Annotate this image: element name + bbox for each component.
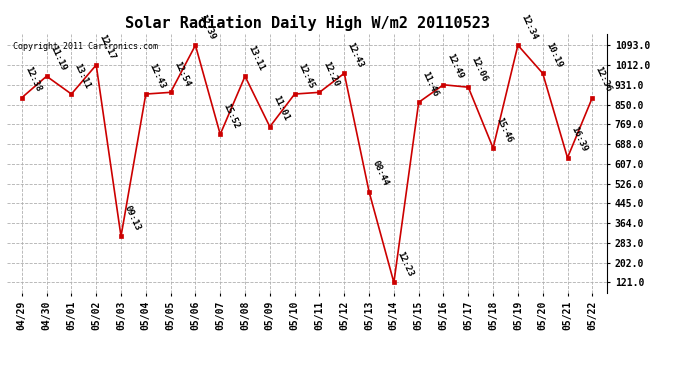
- Text: 12:43: 12:43: [147, 62, 167, 90]
- Text: 08:44: 08:44: [371, 159, 390, 188]
- Text: 15:46: 15:46: [495, 116, 514, 144]
- Text: 11:01: 11:01: [271, 94, 290, 123]
- Text: 11:46: 11:46: [420, 70, 440, 98]
- Text: 12:43: 12:43: [346, 41, 365, 69]
- Text: 12:49: 12:49: [445, 53, 464, 81]
- Text: 13:11: 13:11: [246, 44, 266, 72]
- Text: 12:23: 12:23: [395, 250, 415, 278]
- Text: 10:19: 10:19: [544, 41, 564, 69]
- Title: Solar Radiation Daily High W/m2 20110523: Solar Radiation Daily High W/m2 20110523: [125, 15, 489, 31]
- Text: 12:54: 12:54: [172, 60, 192, 88]
- Text: 16:39: 16:39: [569, 125, 589, 154]
- Text: 12:17: 12:17: [97, 33, 117, 61]
- Text: 09:13: 09:13: [122, 204, 142, 232]
- Text: 12:06: 12:06: [470, 55, 489, 83]
- Text: 11:19: 11:19: [48, 44, 68, 72]
- Text: 12:36: 12:36: [593, 65, 613, 93]
- Text: Copyright 2011 Cartronics.com: Copyright 2011 Cartronics.com: [13, 42, 158, 51]
- Text: 12:38: 12:38: [23, 65, 43, 93]
- Text: 12:39: 12:39: [197, 13, 217, 41]
- Text: 12:34: 12:34: [520, 13, 539, 41]
- Text: 12:45: 12:45: [296, 62, 315, 90]
- Text: 12:20: 12:20: [321, 60, 340, 88]
- Text: 13:11: 13:11: [72, 62, 92, 90]
- Text: 15:52: 15:52: [221, 102, 241, 130]
